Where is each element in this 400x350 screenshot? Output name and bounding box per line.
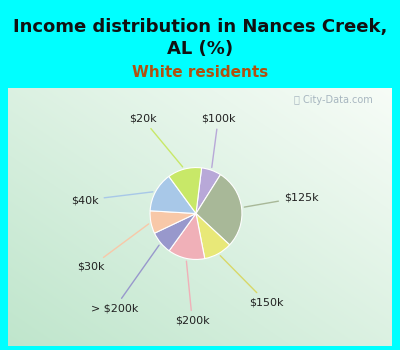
Wedge shape: [196, 175, 242, 245]
Wedge shape: [169, 214, 205, 259]
Wedge shape: [196, 168, 220, 214]
Wedge shape: [169, 168, 202, 214]
Wedge shape: [150, 176, 196, 214]
Text: ⓘ City-Data.com: ⓘ City-Data.com: [294, 95, 373, 105]
Text: $150k: $150k: [220, 256, 284, 307]
Wedge shape: [196, 214, 230, 259]
Text: $20k: $20k: [129, 114, 183, 167]
Text: $30k: $30k: [77, 224, 149, 272]
Text: $40k: $40k: [71, 192, 153, 205]
Text: $200k: $200k: [175, 261, 210, 326]
Wedge shape: [154, 214, 196, 251]
Text: > $200k: > $200k: [91, 245, 159, 313]
Text: $125k: $125k: [244, 192, 318, 207]
Text: $100k: $100k: [201, 114, 236, 167]
Text: White residents: White residents: [132, 65, 268, 80]
Wedge shape: [150, 211, 196, 233]
Text: Income distribution in Nances Creek,
AL (%): Income distribution in Nances Creek, AL …: [13, 18, 387, 58]
